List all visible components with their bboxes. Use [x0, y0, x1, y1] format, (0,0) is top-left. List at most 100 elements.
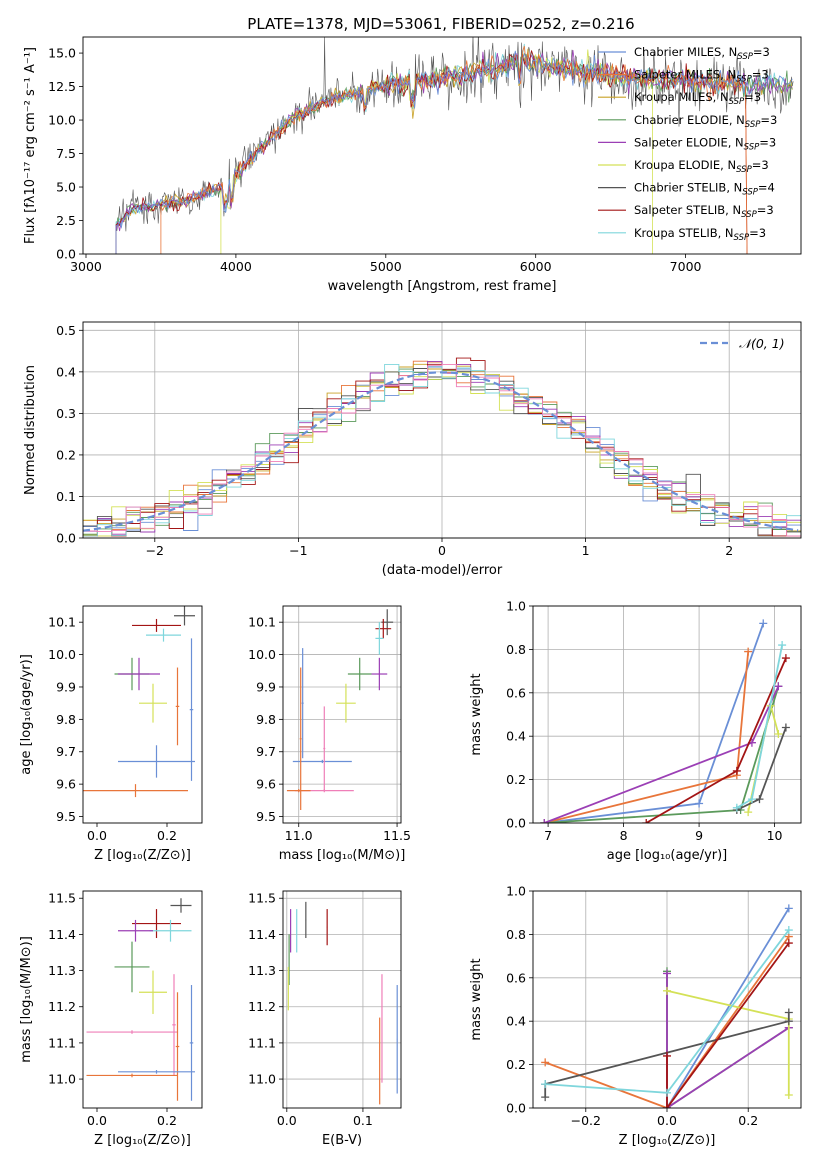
- errorbar-point: [149, 919, 192, 942]
- y-tick-label: 0.2: [506, 772, 526, 787]
- y-tick-label: 9.8: [56, 712, 76, 727]
- plot-area-weight_vs_age: [540, 619, 790, 823]
- y-tick-label: 11.5: [48, 891, 76, 906]
- errorbar-point: [118, 657, 160, 691]
- errorbar-point: [174, 606, 195, 626]
- histogram-step-9: [83, 363, 801, 538]
- errorbar-point: [118, 919, 153, 942]
- legend-label: Chabrier STELIB, NSSP=4: [634, 181, 775, 198]
- errorbar-point: [288, 934, 290, 986]
- legend-label: Kroupa STELIB, NSSP=3: [634, 226, 766, 243]
- weight-marker: [663, 1088, 671, 1097]
- y-tick-label: 9.7: [256, 744, 276, 759]
- errorbar-point: [175, 667, 180, 746]
- axes-mass_vs_EBV: 0.0 0.1 11.0 11.1 11.2 11.3 11.4 11.5 E(B-V): [248, 891, 401, 1148]
- plot-area-mass_vs_Z: [86, 898, 195, 1101]
- y-tick-label: 1.0: [506, 599, 526, 614]
- errorbar-point: [139, 970, 167, 1014]
- figure-title: PLATE=1378, MJD=53061, FIBERID=0252, z=0…: [247, 15, 634, 33]
- y-tick-label: 0.0: [506, 1101, 526, 1116]
- axes-frame-age_vs_mass: [282, 605, 402, 824]
- x-tick-label: 0.0: [87, 828, 107, 843]
- weight-line-3: [666, 973, 790, 1108]
- gaussian-curve: [83, 371, 799, 532]
- weight-marker: [541, 1093, 550, 1102]
- y-tick-label: 10.0: [48, 113, 76, 128]
- y-tick-label: 0.3: [56, 406, 76, 421]
- errorbar-point: [118, 745, 195, 778]
- spectrum-legend: Chabrier MILES, NSSP=3 Salpeter MILES, NS…: [598, 45, 777, 243]
- y-tick-label: 11.4: [248, 927, 276, 942]
- errorbar-point: [175, 992, 180, 1101]
- y-tick-label: 11.3: [248, 963, 276, 978]
- y-tick-label: 5.0: [56, 180, 76, 195]
- x-tick-label: 10: [767, 828, 783, 843]
- axes-frame-weight_vs_Z: [532, 890, 802, 1109]
- weight-marker: [774, 730, 783, 739]
- errorbar-point: [172, 974, 176, 1076]
- errorbar-point: [375, 622, 384, 655]
- errorbar-point: [326, 909, 328, 946]
- x-tick-label: −0.2: [571, 1113, 601, 1128]
- weight-marker: [781, 723, 790, 732]
- axes-frame-mass_vs_Z: [82, 890, 203, 1109]
- errorbar-point: [139, 683, 167, 723]
- y-tick-label: 15.0: [48, 46, 76, 61]
- x-tick-label: 0.2: [157, 828, 177, 843]
- errorbar-point: [86, 1073, 178, 1078]
- y-tick-label: 0.5: [56, 323, 76, 338]
- x-tick-label: 3000: [70, 259, 102, 274]
- plot-area-mass_vs_EBV: [287, 901, 398, 1105]
- x-tick-label: 8: [620, 828, 628, 843]
- y-tick-label: 0.1: [56, 489, 76, 504]
- axes-mass_vs_Z: 0.0 0.2 11.0 11.1 11.2 11.3 11.4 11.5 Z [log₁₀(Z…: [19, 891, 191, 1148]
- errorbar-point: [296, 909, 298, 953]
- weight-marker: [541, 1058, 550, 1067]
- y-tick-label: 10.0: [248, 647, 276, 662]
- y-tick-label: 11.5: [248, 891, 276, 906]
- x-axis-label: E(B-V): [322, 1133, 362, 1148]
- weight-line-0: [666, 907, 790, 1108]
- y-axis-label: mass [log₁₀(M/M⊙)]: [19, 936, 34, 1063]
- errorbar-point: [132, 909, 181, 939]
- plot-area-age_vs_Z: [83, 606, 195, 798]
- axes-age_vs_mass: 11.0 11.5 9.5 9.6 9.7 9.8 9.9 10.0 10.1 mass [log…: [248, 606, 411, 863]
- errorbar-point: [189, 985, 194, 1101]
- plot-area-age_vs_mass: [286, 609, 394, 811]
- x-tick-label: 7000: [670, 259, 702, 274]
- y-tick-label: 10.0: [48, 647, 76, 662]
- weight-marker: [732, 803, 741, 812]
- y-tick-label: 11.1: [48, 1035, 76, 1050]
- errorbar-point: [299, 667, 302, 811]
- y-tick-label: 9.9: [56, 679, 76, 694]
- errorbar-point: [347, 657, 372, 691]
- y-tick-label: 0.4: [56, 364, 76, 379]
- y-tick-label: 9.8: [256, 712, 276, 727]
- x-tick-label: 2: [725, 543, 733, 558]
- x-tick-label: 5000: [370, 259, 402, 274]
- x-tick-label: 11.0: [285, 828, 313, 843]
- y-tick-label: 0.8: [506, 642, 526, 657]
- legend-label: Salpeter ELODIE, NSSP=3: [634, 135, 776, 152]
- x-axis-label: age [log₁₀(age/yr)]: [607, 848, 728, 863]
- x-axis-label: Z [log₁₀(Z/Z⊙)]: [619, 1133, 716, 1148]
- errorbar-point: [86, 1030, 178, 1034]
- x-tick-label: 0.2: [157, 1113, 177, 1128]
- legend-label: 𝒩(0, 1): [739, 336, 785, 351]
- errorbar-point: [371, 657, 388, 691]
- y-axis-label: Normed distribution: [23, 365, 38, 495]
- y-tick-label: 0.2: [56, 447, 76, 462]
- errorbar-point: [292, 759, 352, 764]
- plot-area-spectrum: [115, 37, 794, 254]
- y-tick-label: 9.6: [256, 777, 276, 792]
- weight-marker: [784, 1017, 793, 1026]
- axes-residuals: −2 −1 0 1 2 0.0 0.1 0.2 0.3 0.4 0.5 (data-model)/er…: [23, 322, 801, 578]
- y-tick-label: 0.6: [506, 685, 526, 700]
- weight-marker: [784, 926, 793, 935]
- errorbar-point: [132, 618, 181, 632]
- x-tick-label: 0.1: [353, 1113, 373, 1128]
- y-tick-label: 0.8: [506, 927, 526, 942]
- y-tick-label: 0.4: [506, 1014, 526, 1029]
- legend-label: Salpeter MILES, NSSP=3: [634, 68, 769, 85]
- weight-marker: [744, 808, 753, 817]
